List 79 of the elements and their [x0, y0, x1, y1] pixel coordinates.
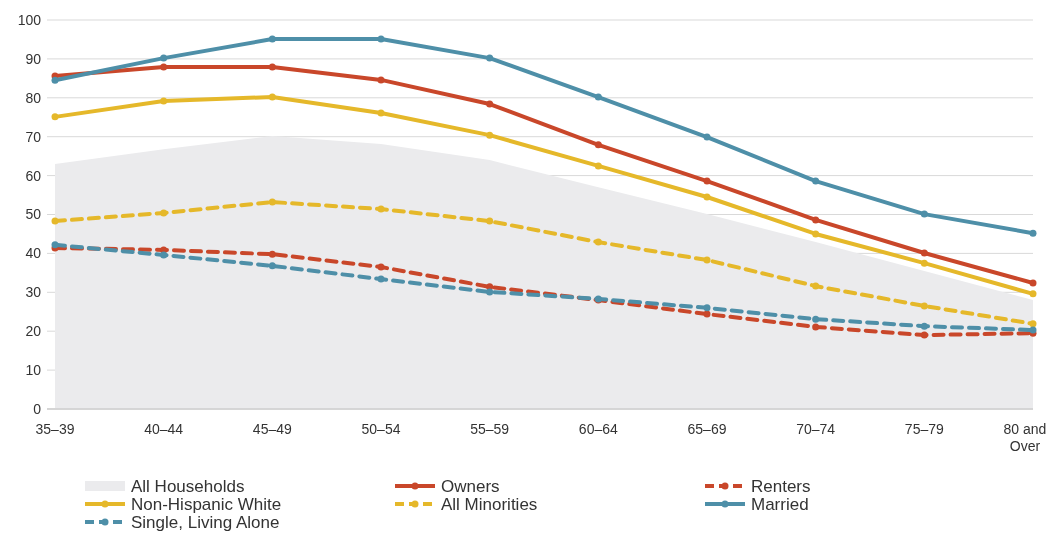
point [51, 113, 59, 121]
point [812, 177, 820, 185]
point [1029, 279, 1037, 287]
point [594, 141, 602, 149]
x-tick-label: 35–39 [35, 421, 75, 437]
x-tick-label: 60–64 [578, 421, 619, 437]
point [160, 97, 168, 105]
x-tick-label: 50–54 [361, 421, 401, 437]
point [377, 76, 385, 84]
legend-label: Non-Hispanic White [131, 494, 282, 514]
x-tick-label: 45–49 [252, 421, 293, 437]
y-tick-label: 70 [25, 128, 42, 145]
point [920, 322, 928, 330]
point [1029, 320, 1037, 328]
point [268, 63, 276, 71]
x-tick-label: 40–44 [144, 421, 184, 437]
point [486, 217, 494, 225]
point [486, 54, 494, 62]
point [51, 217, 59, 225]
point [594, 162, 602, 170]
y-tick-label: 90 [25, 50, 42, 67]
point [377, 109, 385, 117]
y-tick-label: 0 [33, 400, 42, 417]
point [160, 209, 168, 217]
point [160, 251, 168, 259]
point [377, 275, 385, 283]
point [703, 177, 711, 185]
point [920, 302, 928, 310]
point [703, 193, 711, 201]
point [268, 250, 276, 258]
legend-label: Married [751, 494, 809, 514]
point [486, 288, 494, 296]
x-tick-label: 70–74 [796, 421, 836, 437]
y-tick-label: 40 [25, 245, 42, 262]
point [1029, 290, 1037, 298]
point [268, 198, 276, 206]
point [812, 216, 820, 224]
point [920, 331, 928, 339]
point [812, 315, 820, 323]
point [268, 262, 276, 270]
y-tick-label: 100 [17, 11, 42, 28]
legend-label: Single, Living Alone [131, 512, 280, 532]
point [377, 205, 385, 213]
point [812, 323, 820, 331]
point [377, 35, 385, 43]
point [51, 76, 59, 84]
point [812, 282, 820, 290]
point [920, 259, 928, 267]
point [268, 93, 276, 101]
y-tick-label: 10 [25, 362, 42, 378]
point [160, 54, 168, 62]
y-tick-label: 20 [25, 323, 42, 340]
point [703, 256, 711, 264]
y-tick-label: 30 [25, 284, 42, 301]
y-tick-label: 80 [25, 89, 42, 106]
legend-label: Owners [441, 476, 500, 496]
x-tick-label: 65–69 [687, 421, 727, 437]
point [486, 131, 494, 139]
legend-label: Renters [751, 476, 811, 496]
legend-label: All Minorities [441, 494, 538, 514]
point [594, 238, 602, 246]
point [160, 63, 168, 71]
point [920, 210, 928, 218]
x-tick-label: 75–79 [904, 421, 945, 437]
point [1029, 229, 1037, 237]
point [703, 304, 711, 312]
point [594, 93, 602, 101]
x-tick-label: 80 and Over [1003, 421, 1047, 454]
point [703, 310, 711, 318]
point [377, 263, 385, 271]
legend-label: All Households [131, 476, 245, 496]
x-tick-label: 55–59 [470, 421, 510, 437]
point [920, 249, 928, 257]
point [812, 230, 820, 238]
point [703, 133, 711, 141]
y-tick-label: 50 [25, 206, 42, 223]
point [486, 100, 494, 108]
y-tick-label: 60 [25, 167, 42, 184]
point [268, 35, 276, 43]
